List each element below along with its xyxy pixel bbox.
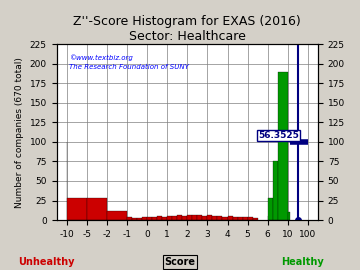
Bar [238,217,243,220]
Bar [142,217,147,220]
Bar [278,72,288,220]
Bar [207,215,212,220]
Text: ©www.textbiz.org: ©www.textbiz.org [69,54,132,61]
Bar [127,217,132,220]
Bar [222,217,228,220]
Bar [197,215,202,220]
Bar [157,216,162,220]
Bar [228,216,233,220]
Bar [268,216,269,220]
Bar [282,215,283,220]
Bar [268,198,273,220]
Bar [187,215,192,220]
Y-axis label: Number of companies (670 total): Number of companies (670 total) [15,57,24,208]
Bar [147,217,152,220]
Bar [273,213,274,220]
Bar [137,218,142,220]
Bar [212,216,217,220]
Bar [177,215,182,220]
Bar [273,161,278,220]
Bar [243,217,248,220]
Bar [269,216,270,220]
Bar [274,214,275,220]
Bar [278,212,279,220]
Bar [276,213,278,220]
Bar [253,218,258,220]
Bar [167,216,172,220]
Bar [172,216,177,220]
Bar [107,211,127,220]
Bar [233,217,238,220]
Bar [271,215,273,220]
Bar [67,198,87,220]
Bar [279,214,280,220]
Text: 56.3525: 56.3525 [258,131,299,140]
Bar [202,216,207,220]
Bar [217,216,222,220]
Bar [182,216,187,220]
Bar [280,215,282,220]
Text: The Research Foundation of SUNY: The Research Foundation of SUNY [69,64,189,70]
Bar [288,212,290,220]
Bar [87,198,107,220]
Bar [132,218,137,220]
Bar [152,217,157,220]
Text: Healthy: Healthy [281,256,324,266]
Bar [275,212,276,220]
Bar [270,215,271,220]
Bar [162,217,167,220]
Text: Score: Score [165,256,195,266]
Bar [192,215,197,220]
Bar [248,217,253,220]
Text: Unhealthy: Unhealthy [19,256,75,266]
Title: Z''-Score Histogram for EXAS (2016)
Sector: Healthcare: Z''-Score Histogram for EXAS (2016) Sect… [73,15,301,43]
